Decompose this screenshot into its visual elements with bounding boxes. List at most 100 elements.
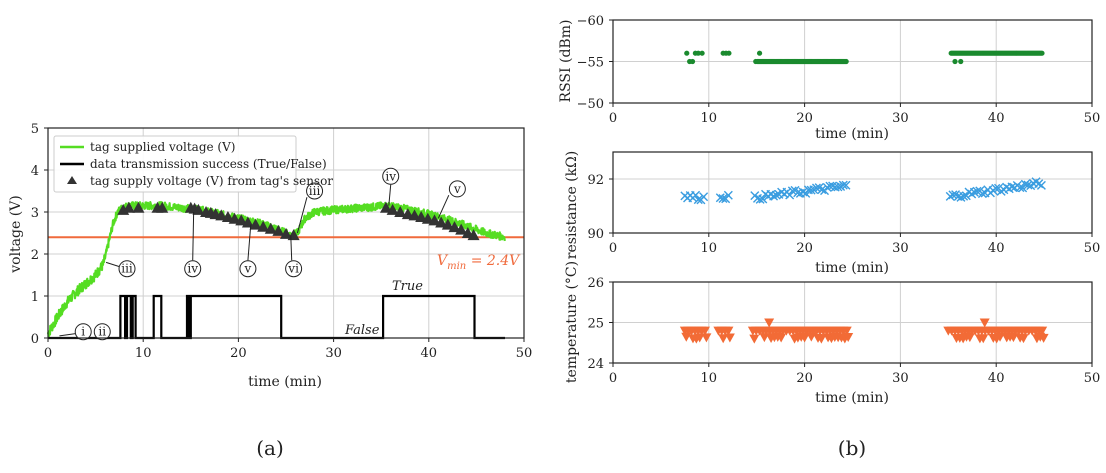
state-label-true: True [392, 279, 423, 294]
resistance-point [1036, 180, 1046, 190]
temperature-point [1018, 334, 1029, 344]
y-tick-label: 92 [587, 173, 604, 188]
resistance-point [996, 186, 1006, 196]
x-tick-label: 30 [325, 346, 342, 361]
resistance-point [945, 191, 955, 201]
y-tick-label: 25 [587, 317, 604, 332]
annotation-circle [382, 167, 400, 185]
rssi-point [695, 50, 701, 56]
annotation-circle [118, 260, 136, 278]
rssi-chart: 0 10 20 30 40 50 −60 −55 −50 [577, 14, 1101, 126]
resistance-point [769, 191, 779, 201]
temperature-point [701, 333, 712, 343]
sensor-marker [421, 212, 434, 224]
sensor-marker [215, 209, 228, 221]
panel-b-sensor-charts: 0 10 20 30 40 50 −60 −55 −50 0 10 20 30 40 50 90 92 0 10… [558, 14, 1100, 460]
x-tick-label: 50 [516, 346, 533, 361]
temperature-point [964, 333, 975, 343]
annotation-label: vi [287, 262, 299, 276]
sensor-marker [455, 223, 468, 235]
resistance-point [972, 186, 982, 196]
resistance-point [956, 192, 966, 202]
sensor-marker [394, 206, 407, 217]
annotation-circle [239, 260, 257, 278]
y-tick-label: 24 [587, 357, 604, 372]
sensor-marker [435, 216, 448, 228]
annotation-circle [448, 180, 466, 198]
sensor-marker [386, 203, 399, 215]
annotation-leader [290, 235, 293, 261]
resistance-point [1034, 179, 1044, 189]
sensor-marker [441, 218, 454, 230]
resistance-point [969, 187, 979, 197]
sensor-marker [249, 218, 262, 230]
temperature-point [749, 334, 760, 344]
resistance-point [787, 186, 797, 196]
x-tick-label: 0 [44, 346, 52, 361]
rssi-xlabel: time (min) [815, 126, 889, 142]
temperature-point [718, 334, 729, 344]
sensor-marker [428, 214, 441, 226]
resistance-point [723, 190, 733, 200]
y-tick-label: 5 [31, 122, 39, 137]
sensor-marker [192, 203, 205, 215]
temperature-point [978, 334, 989, 344]
x-tick-label: 20 [796, 241, 813, 256]
y-tick-label: 0 [31, 332, 39, 347]
resistance-point [809, 185, 819, 195]
panel-label-b: (b) [838, 436, 866, 460]
temperature-point [1037, 326, 1048, 336]
temperature-point [816, 334, 827, 344]
rssi-point [1039, 50, 1045, 56]
panel-a-ylabel: voltage (V) [8, 195, 24, 274]
temperature-point [979, 318, 990, 328]
x-tick-label: 50 [1084, 111, 1101, 126]
temperature-point [843, 332, 854, 342]
temperature-point [724, 333, 735, 343]
series-sensor-voltage-markers [117, 201, 480, 241]
y-tick-label: 4 [31, 164, 39, 179]
y-tick-label: 90 [587, 227, 604, 242]
y-tick-label: 26 [587, 276, 604, 291]
resistance-ylabel: resistance (kΩ) [564, 151, 580, 259]
resistance-point [771, 190, 781, 200]
resistance-point [841, 180, 851, 190]
sensor-marker [280, 227, 292, 239]
y-tick-label: −55 [577, 56, 604, 71]
temperature-point [1038, 333, 1049, 343]
x-tick-label: 10 [701, 371, 718, 386]
resistance-point [1015, 183, 1025, 193]
y-tick-label: 3 [31, 206, 39, 221]
temperature-point [764, 318, 775, 328]
legend-entry-success: data transmission success (True/False) [90, 157, 327, 171]
resistance-point [1023, 180, 1033, 190]
resistance-point [825, 181, 835, 191]
x-tick-label: 30 [892, 111, 909, 126]
rssi-point [843, 58, 849, 65]
sensor-marker [221, 211, 234, 223]
x-tick-label: 50 [1084, 241, 1101, 256]
x-tick-label: 40 [988, 111, 1005, 126]
x-tick-label: 0 [609, 371, 617, 386]
sensor-marker [448, 221, 461, 233]
resistance-point [1020, 179, 1030, 189]
rssi-point [756, 50, 763, 56]
resistance-point [693, 195, 703, 205]
x-tick-label: 10 [701, 111, 718, 126]
panel-label-a: (a) [256, 436, 284, 460]
resistance-point [961, 191, 971, 201]
resistance-point [977, 189, 987, 199]
legend-box [53, 135, 297, 193]
sensor-marker [156, 201, 169, 213]
annotation-label: v [453, 182, 461, 196]
temperature-point [841, 326, 852, 336]
resistance-point [836, 182, 846, 192]
resistance-point [822, 182, 832, 192]
resistance-point [833, 182, 843, 192]
temperature-point [776, 333, 787, 343]
x-tick-label: 40 [988, 371, 1005, 386]
annotation-leader [437, 194, 450, 219]
